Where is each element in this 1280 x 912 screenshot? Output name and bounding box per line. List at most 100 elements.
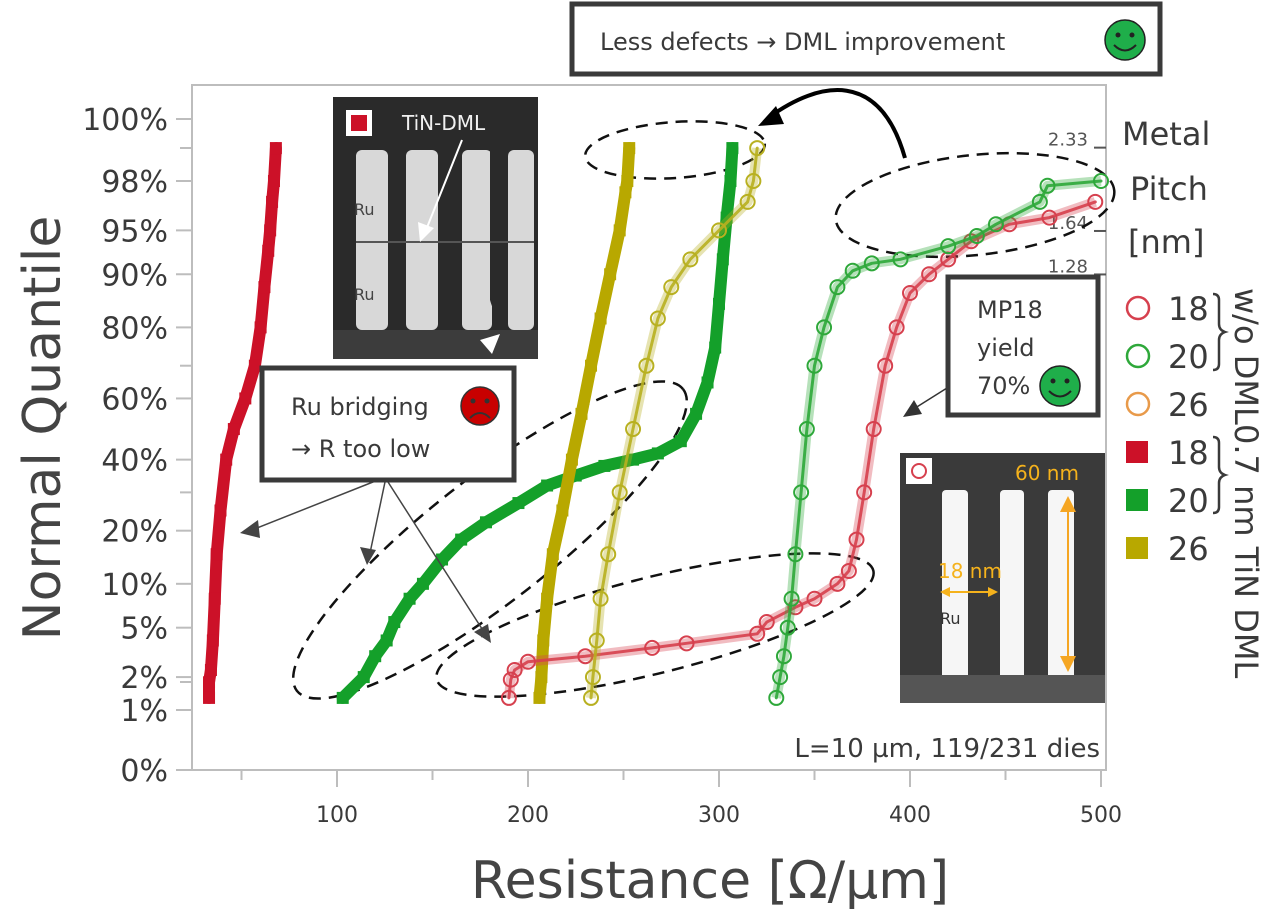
inset-marker-circle-icon — [911, 463, 927, 479]
data-point — [264, 224, 277, 237]
data-point — [749, 140, 766, 157]
x-tick-label: 500 — [1080, 803, 1122, 828]
sad-face-icon — [460, 386, 500, 426]
data-point — [210, 548, 223, 561]
y-tick-label: 98% — [101, 165, 168, 200]
data-point — [455, 533, 468, 546]
callout-text-line1: Ru bridging — [291, 393, 429, 421]
data-point — [1087, 193, 1104, 210]
data-point — [506, 662, 523, 679]
y-tick-label: 100% — [82, 103, 168, 138]
right-axis: 2.33 1.64 1.28 — [1048, 130, 1106, 277]
legend-entry: 26 — [1125, 386, 1209, 424]
legend-title-line-3: [nm] — [1128, 223, 1204, 261]
curved-arrow-head — [758, 106, 784, 126]
legend-square-marker-icon — [1126, 489, 1148, 511]
inset-ru-label-2: Ru — [354, 285, 375, 304]
data-point — [262, 244, 275, 257]
less-defects-callout: Less defects → DML improvement — [569, 1, 1163, 77]
legend-entry-label: 20 — [1168, 338, 1209, 376]
data-point — [611, 484, 628, 501]
data-point — [594, 312, 607, 325]
data-point — [577, 648, 594, 665]
data-point — [585, 359, 598, 372]
data-point — [403, 592, 416, 605]
legend-circle-marker-icon — [1125, 295, 1151, 321]
data-point — [214, 504, 227, 517]
data-point — [856, 484, 873, 501]
mp18-yield-callout: MP18 yield 70% — [903, 274, 1101, 418]
data-point — [865, 421, 882, 438]
inset-title: TiN-DML — [401, 111, 486, 135]
data-point — [584, 669, 601, 686]
data-point — [204, 664, 217, 677]
data-point — [682, 251, 699, 268]
data-point — [892, 251, 909, 268]
data-point — [724, 175, 737, 187]
inset-marker-square-icon — [351, 115, 367, 131]
y-axis: 0% 1%2% 5% 10% 20% 40% 60% 80% 90% 95% 98% 100% — [82, 103, 192, 789]
legend-circle-marker-icon — [1125, 343, 1151, 369]
data-point — [768, 689, 785, 706]
x-axis: 100 200 300 400 500 — [240, 770, 1122, 828]
data-point — [690, 407, 703, 420]
callout-box — [259, 365, 517, 483]
callout-text-line1: MP18 — [977, 296, 1043, 324]
data-point — [627, 453, 640, 466]
data-point — [816, 319, 833, 336]
data-point — [479, 516, 492, 529]
y-tick-label: 40% — [101, 444, 168, 479]
data-point — [336, 691, 349, 704]
data-point — [968, 228, 985, 245]
data-point — [921, 266, 938, 283]
y-tick-label: 1% — [120, 694, 168, 729]
data-point — [806, 590, 823, 607]
callout-text-line2: → R too low — [291, 435, 430, 463]
data-point — [357, 671, 370, 684]
y-tick-label: 10% — [101, 568, 168, 603]
legend-brace-wo-dml — [1212, 292, 1229, 372]
series-layer — [203, 140, 1109, 706]
data-point — [793, 484, 810, 501]
data-point — [619, 186, 632, 199]
curved-arrow — [766, 88, 907, 159]
data-point — [651, 447, 664, 460]
data-point — [787, 546, 804, 563]
data-point — [502, 671, 519, 688]
series-mp20-tin-dml — [336, 142, 739, 704]
legend-square-marker-icon — [1126, 441, 1148, 463]
data-point — [604, 268, 617, 281]
y-axis-title: Normal Quantile — [13, 216, 73, 641]
callout-text-line2: yield — [977, 334, 1035, 362]
data-point — [1031, 193, 1048, 210]
data-point — [1039, 177, 1056, 194]
y-tick-label: 0% — [120, 754, 168, 789]
data-point — [520, 653, 536, 670]
data-point — [798, 421, 815, 438]
data-point — [711, 222, 727, 239]
series-mp18-w-o-dml — [500, 193, 1104, 706]
x-tick-label: 300 — [698, 803, 740, 828]
series-band — [771, 176, 1102, 699]
data-point — [663, 279, 680, 296]
data-point — [500, 689, 517, 706]
series-mp26-w-o-dml — [583, 140, 766, 706]
data-point — [772, 669, 789, 686]
data-point — [546, 548, 559, 561]
data-point — [541, 479, 554, 492]
ellipse-ru-bridging-green — [291, 380, 689, 700]
data-point — [745, 173, 762, 189]
data-point — [203, 676, 216, 689]
x-tick-label: 200 — [507, 803, 549, 828]
dimension-arrow-down-icon — [1060, 656, 1076, 672]
data-point — [575, 407, 588, 420]
series-mp20-w-o-dml — [768, 173, 1109, 706]
data-point — [775, 648, 792, 665]
legend-entry: 18 — [1125, 290, 1209, 328]
data-point — [206, 634, 219, 647]
data-point — [239, 392, 252, 405]
legend-entry: 26 — [1126, 530, 1209, 568]
data-point — [388, 616, 401, 629]
ellipse-upper-right — [834, 151, 1116, 259]
